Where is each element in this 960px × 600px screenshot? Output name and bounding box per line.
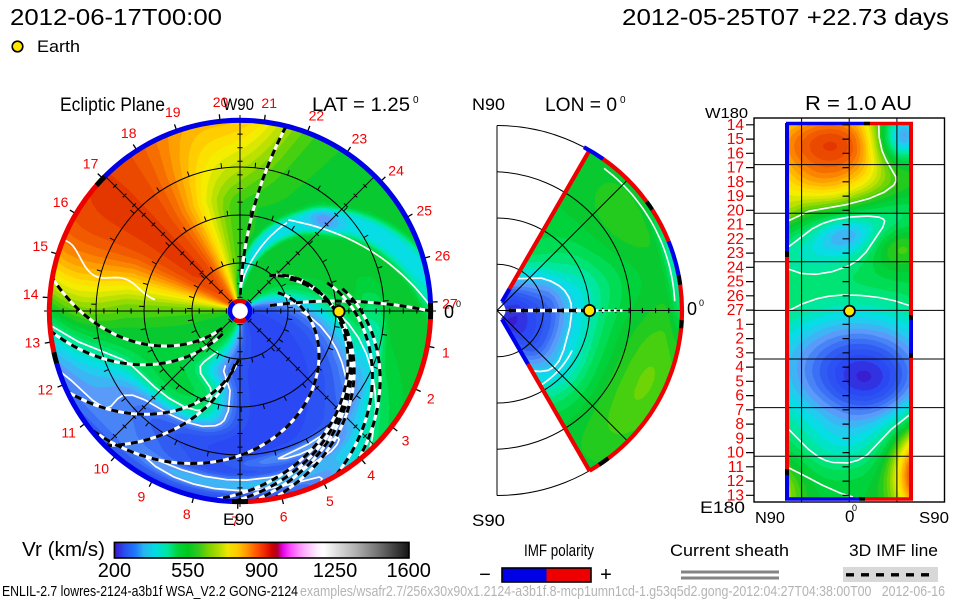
svg-text:1: 1 (735, 316, 744, 333)
svg-text:1250: 1250 (313, 560, 358, 582)
svg-text:2012-05-25T07 +22.73 days: 2012-05-25T07 +22.73 days (622, 4, 949, 30)
svg-text:17: 17 (83, 155, 99, 171)
svg-text:N90: N90 (755, 510, 785, 527)
svg-text:6: 6 (735, 388, 744, 405)
svg-text:−: − (479, 564, 491, 586)
svg-text:27: 27 (727, 302, 744, 319)
svg-text:LON = 0: LON = 0 (545, 95, 617, 116)
svg-text:+: + (600, 564, 612, 586)
svg-text:S90: S90 (919, 510, 949, 527)
svg-text:25: 25 (727, 274, 744, 291)
svg-text:21: 21 (727, 217, 744, 234)
svg-text:24: 24 (727, 259, 745, 276)
svg-text:8: 8 (183, 506, 191, 522)
svg-text:12: 12 (38, 382, 54, 398)
svg-text:26: 26 (435, 248, 451, 264)
svg-text:ENLIL-2.7 lowres-2124-a3b1f WS: ENLIL-2.7 lowres-2124-a3b1f WSA_V2.2 GON… (2, 583, 298, 600)
svg-text:4: 4 (735, 359, 744, 376)
svg-text:27: 27 (442, 296, 458, 312)
svg-text:17: 17 (727, 160, 744, 177)
svg-text:0: 0 (687, 299, 697, 319)
svg-text:14: 14 (727, 117, 745, 134)
svg-text:Current sheath: Current sheath (670, 541, 789, 560)
svg-text:examples/wsafr2.7/256x30x90x1.: examples/wsafr2.7/256x30x90x1.2124-a3b1f… (300, 583, 945, 600)
svg-text:0: 0 (852, 503, 857, 513)
svg-text:6: 6 (280, 508, 288, 524)
svg-text:S90: S90 (472, 511, 505, 530)
svg-text:1: 1 (442, 344, 450, 360)
svg-text:22: 22 (309, 107, 325, 123)
svg-text:R = 1.0 AU: R = 1.0 AU (805, 93, 912, 115)
svg-text:0: 0 (413, 95, 419, 106)
svg-text:21: 21 (261, 95, 277, 111)
svg-text:0: 0 (456, 299, 461, 309)
svg-text:20: 20 (727, 202, 745, 219)
svg-text:8: 8 (735, 416, 744, 433)
svg-text:14: 14 (23, 286, 39, 302)
svg-text:9: 9 (138, 488, 146, 504)
svg-text:3: 3 (735, 345, 744, 362)
svg-text:N90: N90 (472, 95, 505, 114)
svg-text:10: 10 (727, 445, 745, 462)
svg-text:IMF polarity: IMF polarity (524, 541, 594, 560)
svg-text:11: 11 (728, 459, 744, 476)
svg-text:W180: W180 (705, 105, 748, 122)
svg-text:24: 24 (388, 163, 404, 179)
svg-text:20: 20 (213, 94, 229, 110)
svg-text:18: 18 (121, 125, 137, 141)
svg-text:550: 550 (171, 560, 204, 582)
svg-text:Vr (km/s): Vr (km/s) (22, 539, 105, 561)
svg-text:15: 15 (727, 131, 744, 148)
svg-text:7: 7 (231, 513, 239, 529)
svg-text:0: 0 (620, 95, 626, 106)
svg-text:19: 19 (727, 188, 744, 205)
svg-text:Earth: Earth (37, 37, 80, 56)
svg-text:Ecliptic Plane: Ecliptic Plane (60, 95, 165, 116)
svg-text:5: 5 (326, 493, 334, 509)
svg-text:5: 5 (735, 373, 744, 390)
svg-text:3D IMF line: 3D IMF line (849, 541, 938, 560)
svg-text:E180: E180 (700, 498, 745, 517)
svg-text:10: 10 (94, 461, 110, 477)
svg-text:1600: 1600 (386, 560, 431, 582)
svg-text:12: 12 (727, 473, 744, 490)
svg-text:25: 25 (417, 202, 433, 218)
svg-text:9: 9 (735, 430, 744, 447)
svg-text:7: 7 (735, 402, 744, 419)
svg-text:22: 22 (727, 231, 744, 248)
svg-text:E90: E90 (223, 510, 254, 529)
svg-text:0: 0 (845, 507, 854, 526)
svg-text:23: 23 (352, 130, 368, 146)
svg-text:13: 13 (727, 487, 744, 504)
svg-text:2: 2 (427, 391, 435, 407)
svg-text:16: 16 (727, 145, 744, 162)
svg-text:11: 11 (61, 424, 76, 440)
svg-text:15: 15 (33, 238, 49, 254)
svg-text:26: 26 (727, 288, 744, 305)
svg-text:2: 2 (735, 331, 744, 348)
svg-text:4: 4 (367, 467, 375, 483)
svg-text:0: 0 (444, 302, 454, 322)
svg-text:900: 900 (245, 560, 278, 582)
svg-text:16: 16 (53, 194, 69, 210)
svg-text:200: 200 (98, 560, 131, 582)
svg-text:0: 0 (699, 298, 704, 308)
svg-text:23: 23 (727, 245, 744, 262)
svg-text:19: 19 (165, 104, 181, 120)
svg-text:18: 18 (727, 174, 744, 191)
svg-text:3: 3 (402, 432, 410, 448)
svg-text:2012-06-17T00:00: 2012-06-17T00:00 (10, 4, 222, 30)
svg-text:13: 13 (25, 335, 41, 351)
svg-text:LAT = 1.25: LAT = 1.25 (312, 95, 410, 116)
svg-text:W90: W90 (223, 95, 254, 114)
